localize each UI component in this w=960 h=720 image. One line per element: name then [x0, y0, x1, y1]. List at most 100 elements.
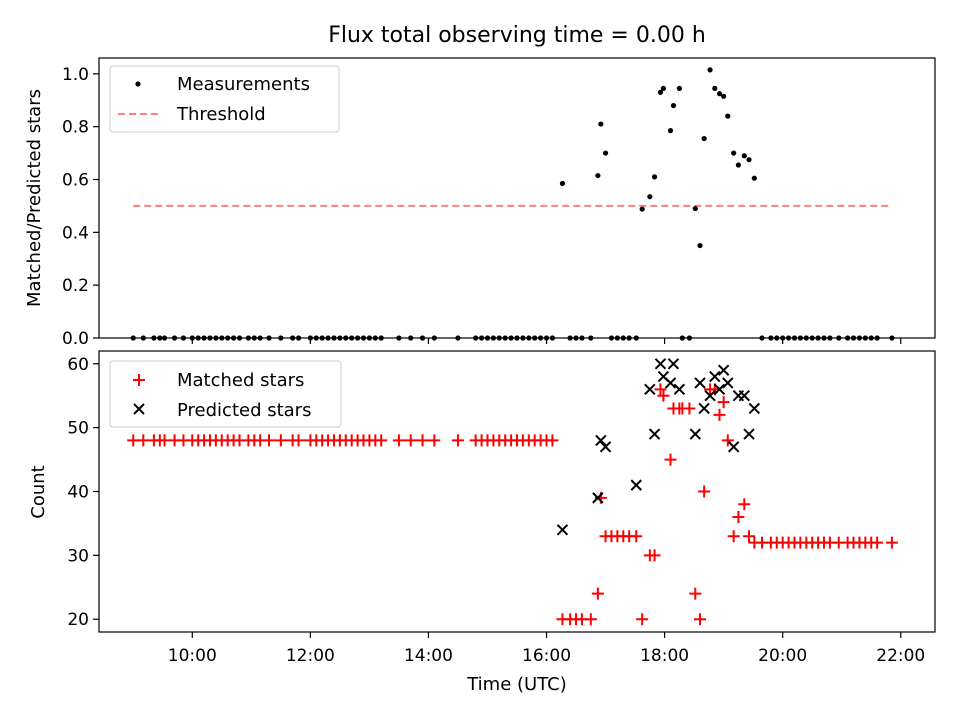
matched-star-marker	[630, 530, 643, 543]
predicted-star-marker	[689, 428, 702, 440]
measurement-point	[408, 335, 414, 341]
measurement-point	[579, 335, 585, 341]
predicted-star-marker	[648, 428, 661, 440]
measurement-point	[278, 335, 284, 341]
matched-star-marker	[591, 587, 604, 600]
x-tick-label: 16:00	[522, 646, 571, 666]
measurement-point	[620, 335, 626, 341]
predicted-star-marker	[727, 441, 740, 453]
measurement-point	[201, 335, 207, 341]
legend-matched-marker	[133, 374, 145, 386]
measurement-point	[686, 335, 692, 341]
measurement-point	[731, 150, 737, 156]
legend-predicted-label: Predicted stars	[177, 400, 311, 421]
measurement-point	[751, 175, 757, 181]
top-legend-box	[109, 65, 340, 133]
measurement-point	[478, 335, 485, 341]
measurement-point	[290, 335, 296, 341]
measurement-point	[573, 335, 579, 341]
measurement-point	[651, 174, 658, 180]
measurement-point	[502, 335, 508, 341]
measurement-point	[508, 335, 514, 341]
matched-star-marker	[263, 434, 276, 447]
matched-star-marker	[721, 434, 734, 447]
measurement-point	[343, 335, 349, 341]
predicted-star-marker	[556, 524, 569, 536]
matched-star-marker	[584, 613, 597, 626]
predicted-star-marker	[748, 402, 761, 415]
matched-star-marker	[158, 434, 171, 447]
matched-star-marker	[689, 587, 702, 600]
measurement-point	[657, 89, 664, 95]
measurement-point	[676, 85, 682, 91]
measurement-point	[538, 335, 544, 341]
top-data-marks	[130, 67, 895, 341]
measurement-point	[532, 335, 538, 341]
measurement-point	[660, 85, 667, 91]
measurement-point	[157, 335, 163, 341]
predicted-star-marker	[722, 377, 734, 389]
measurement-point	[697, 242, 703, 249]
predicted-star-marker	[595, 434, 607, 447]
measurement-point	[785, 335, 792, 341]
measurement-point	[768, 335, 774, 341]
measurement-point	[821, 335, 827, 341]
measurement-point	[484, 335, 491, 341]
measurement-point	[670, 102, 677, 109]
measurement-point	[295, 335, 302, 341]
measurement-point	[490, 335, 496, 341]
measurement-point	[130, 335, 136, 341]
matched-star-marker	[713, 408, 726, 421]
measurement-point	[647, 194, 653, 200]
measurement-point	[701, 135, 707, 142]
matched-star-marker	[727, 530, 740, 543]
measurement-point	[868, 335, 874, 341]
measurement-point	[716, 91, 723, 97]
measurement-point	[331, 335, 337, 341]
measurement-point	[725, 113, 731, 119]
measurement-point	[266, 335, 272, 341]
matched-star-marker	[654, 383, 667, 396]
bottom-y-axis-label: Count	[28, 465, 49, 518]
matched-star-marker	[717, 396, 730, 409]
x-tick-label: 10:00	[168, 646, 217, 666]
x-tick-label: 12:00	[286, 646, 335, 666]
predicted-star-marker	[644, 383, 656, 396]
matched-star-marker	[428, 434, 441, 447]
top-y-tick-label: 0.0	[62, 329, 89, 349]
top-y-tick-label: 0.2	[62, 276, 89, 296]
measurement-point	[251, 335, 257, 341]
matched-star-marker	[871, 536, 884, 549]
measurement-point	[598, 121, 604, 127]
predicted-star-marker	[738, 389, 751, 402]
measurement-point	[803, 335, 809, 341]
matched-star-marker	[416, 434, 429, 447]
measurement-point	[372, 335, 378, 341]
matched-star-marker	[404, 434, 417, 447]
x-tick-label: 14:00	[404, 646, 453, 666]
measurement-point	[667, 128, 674, 134]
measurement-point	[207, 335, 213, 341]
predicted-star-marker	[713, 383, 726, 396]
measurement-point	[496, 335, 502, 341]
measurement-point	[712, 85, 718, 91]
measurement-point	[797, 335, 803, 341]
predicted-star-marker	[694, 377, 706, 389]
matched-star-marker	[137, 434, 150, 447]
matched-star-marker	[732, 511, 745, 524]
predicted-star-marker	[592, 492, 604, 504]
measurement-point	[325, 335, 331, 341]
legend-measurements-marker	[135, 81, 141, 87]
measurement-point	[236, 335, 243, 341]
measurement-point	[520, 335, 526, 341]
matched-star-marker	[375, 434, 388, 447]
predicted-star-marker	[709, 370, 721, 383]
measurement-point	[692, 205, 698, 212]
predicted-star-marker	[667, 358, 680, 370]
measurement-point	[614, 335, 620, 341]
predicted-star-marker	[630, 479, 642, 491]
measurement-point	[151, 335, 157, 341]
measurement-point	[337, 335, 343, 341]
measurement-point	[626, 335, 632, 341]
